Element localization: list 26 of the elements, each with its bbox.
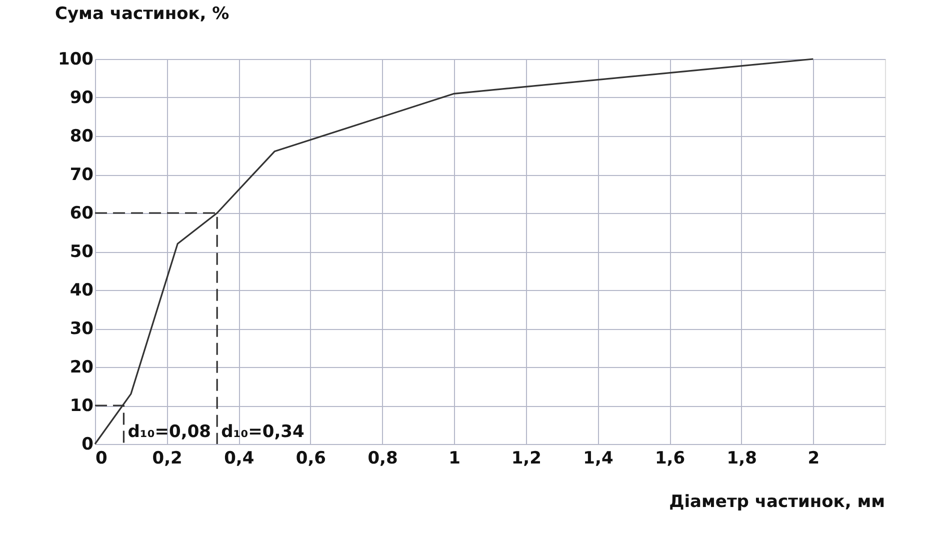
x-tick-label: 1,4 <box>583 448 614 468</box>
x-axis-title: Діаметр частинок, мм <box>669 492 885 512</box>
x-tick-label: 0,6 <box>296 448 326 468</box>
y-tick-label: 50 <box>70 242 94 262</box>
x-tick-label: 0,4 <box>224 448 254 468</box>
y-tick-label: 60 <box>70 204 94 224</box>
y-tick-label: 100 <box>58 50 94 70</box>
y-tick-label: 90 <box>70 88 94 108</box>
annotation: d₁₀=0,08 <box>128 422 211 442</box>
x-tick-label: 0,2 <box>152 448 182 468</box>
x-tick-label: 1,2 <box>511 448 542 468</box>
x-tick-label: 1,6 <box>654 448 686 468</box>
x-tick-label: 2 <box>808 448 820 468</box>
annotation: d₁₀=0,34 <box>221 422 305 442</box>
y-tick-label: 10 <box>70 396 94 416</box>
y-tick-label: 0 <box>82 434 94 454</box>
y-axis-title: Сума частинок, % <box>55 4 230 24</box>
y-tick-label: 20 <box>70 358 94 378</box>
x-tick-label: 0 <box>96 448 108 468</box>
y-tick-label: 30 <box>70 319 94 339</box>
y-tick-label: 80 <box>70 126 94 146</box>
x-tick-label: 1 <box>448 448 461 468</box>
x-tick-label: 0,8 <box>368 448 398 468</box>
y-tick-label: 40 <box>70 280 94 300</box>
x-tick-label: 1,8 <box>726 448 757 468</box>
y-tick-label: 70 <box>70 165 94 185</box>
